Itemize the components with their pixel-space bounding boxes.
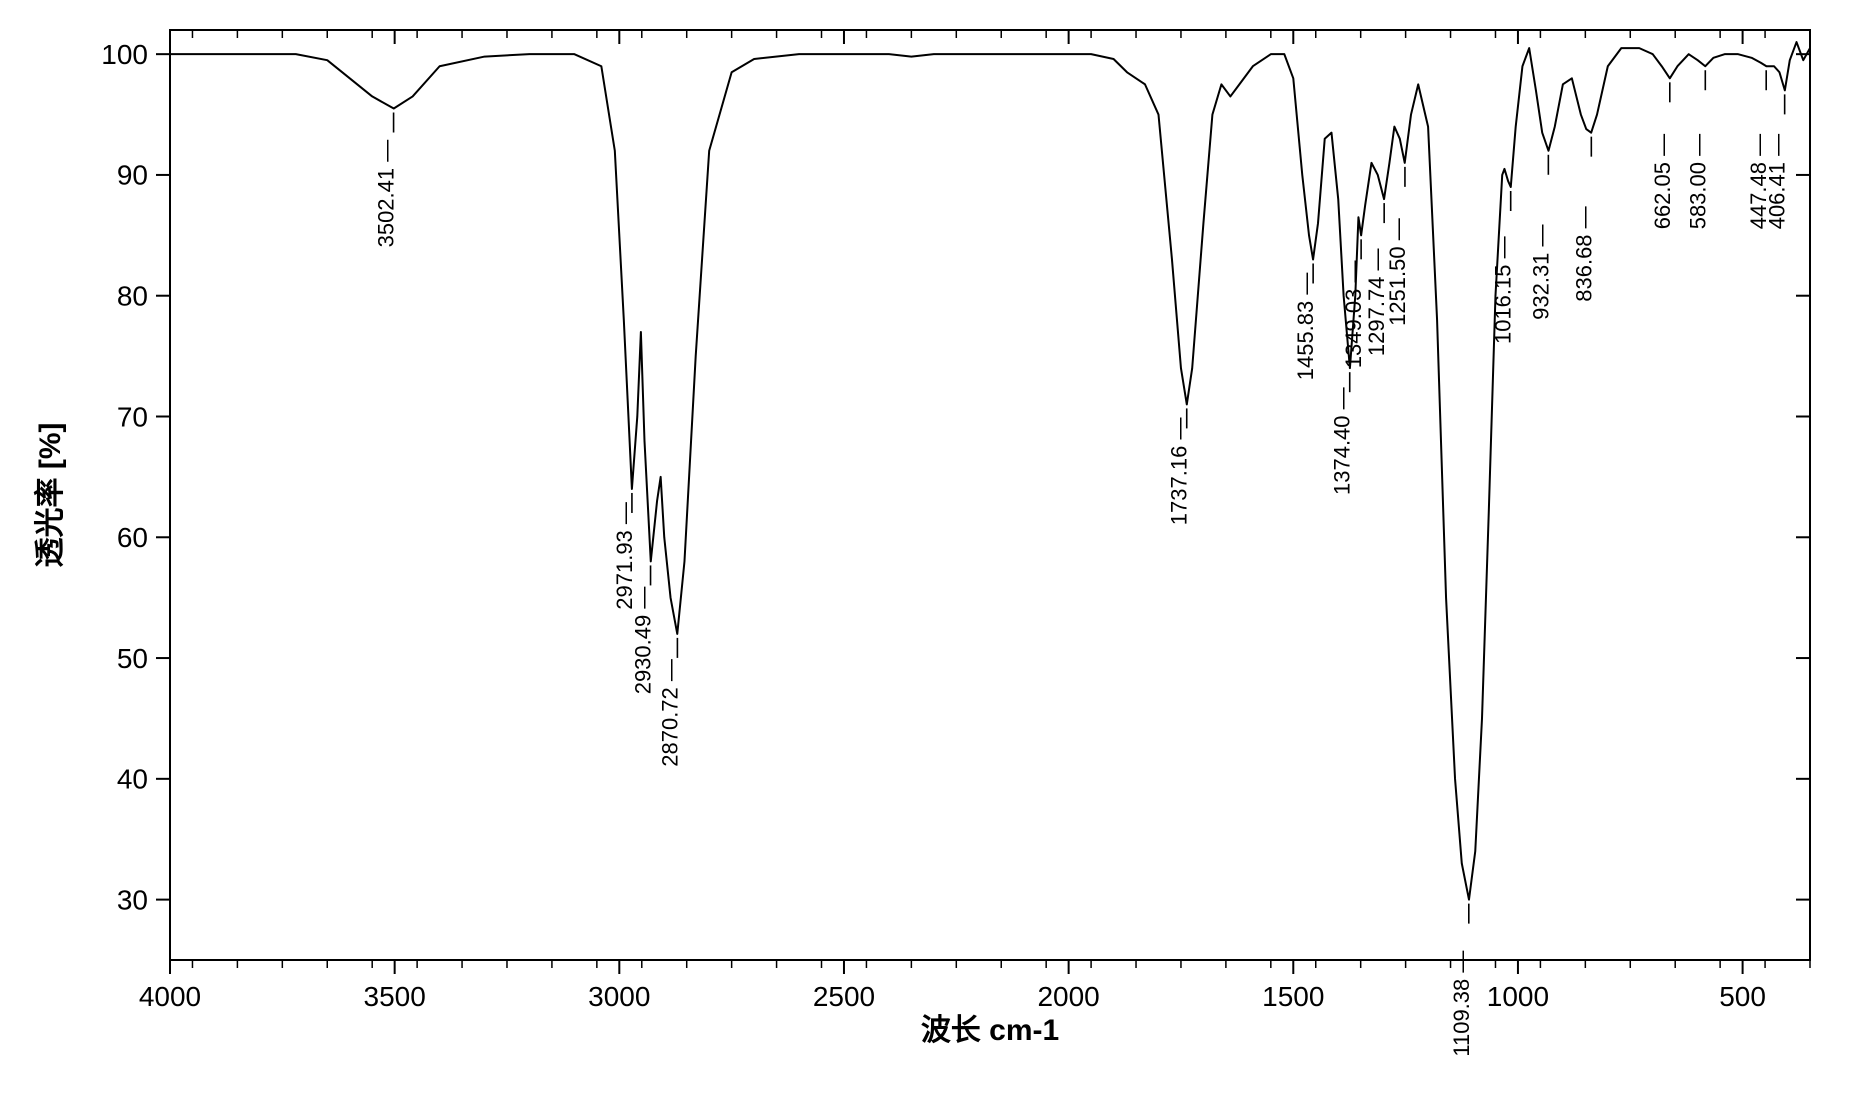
peak-label: 1251.50 — (1385, 218, 1410, 326)
peak-label: 2930.49 — (631, 587, 656, 695)
peak-label: 1737.16 — (1167, 418, 1192, 526)
svg-text:3500: 3500 (364, 981, 426, 1012)
svg-text:2500: 2500 (813, 981, 875, 1012)
peak-label: 836.68 — (1571, 206, 1596, 301)
peak-label: 2870.72 — (657, 659, 682, 767)
peak-label: 3502.41 — (374, 140, 399, 248)
peak-label: 1374.40 — (1330, 387, 1355, 495)
spectrum-svg: 4000 3500 3000 2500 2000 1500 1000 500 30 40 50 60 7… (0, 0, 1868, 1100)
svg-text:4000: 4000 (139, 981, 201, 1012)
svg-text:70: 70 (117, 401, 148, 432)
svg-text:50: 50 (117, 643, 148, 674)
ir-spectrum-chart: 4000 3500 3000 2500 2000 1500 1000 500 30 40 50 60 7… (0, 0, 1868, 1100)
svg-text:60: 60 (117, 522, 148, 553)
svg-text:90: 90 (117, 160, 148, 191)
svg-text:30: 30 (117, 884, 148, 915)
peak-label: 932.31 — (1528, 224, 1553, 319)
svg-text:波长 cm-1: 波长 cm-1 (921, 1014, 1059, 1047)
svg-text:2000: 2000 (1037, 981, 1099, 1012)
svg-text:1000: 1000 (1487, 981, 1549, 1012)
peak-label: 1109.38 — (1449, 951, 1474, 1057)
svg-text:100: 100 (101, 39, 148, 70)
peak-label: 1349.03 — (1341, 261, 1366, 369)
svg-text:40: 40 (117, 764, 148, 795)
peak-label: 662.05 — (1650, 134, 1675, 229)
peak-label: 406.41 — (1765, 134, 1790, 229)
peak-label: 583.00 — (1685, 134, 1710, 229)
svg-text:3000: 3000 (588, 981, 650, 1012)
svg-text:透光率 [%]: 透光率 [%] (34, 423, 67, 568)
svg-text:1500: 1500 (1262, 981, 1324, 1012)
svg-text:80: 80 (117, 281, 148, 312)
peak-label: 1455.83 — (1293, 273, 1318, 381)
peak-label: 1016.15 — (1491, 236, 1516, 344)
svg-text:500: 500 (1719, 981, 1766, 1012)
